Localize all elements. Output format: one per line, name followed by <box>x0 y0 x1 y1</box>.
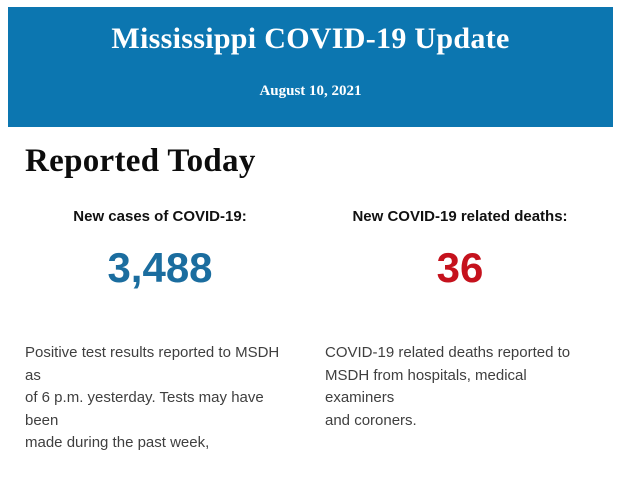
deaths-column: New COVID-19 related deaths: 36 COVID-19… <box>325 209 595 455</box>
new-cases-column: New cases of COVID-19: 3,488 Positive te… <box>25 209 295 455</box>
section-title: Reported Today <box>25 143 256 179</box>
newsletter-date: August 10, 2021 <box>259 83 362 99</box>
new-cases-label: New cases of COVID-19: <box>73 208 247 225</box>
header-banner: Mississippi COVID-19 Update August 10, 2… <box>8 7 613 127</box>
deaths-label: New COVID-19 related deaths: <box>352 208 568 225</box>
newsletter-page: Mississippi COVID-19 Update August 10, 2… <box>0 7 620 490</box>
stats-columns: New cases of COVID-19: 3,488 Positive te… <box>0 209 620 455</box>
deaths-value: 36 <box>436 244 484 291</box>
newsletter-title: Mississippi COVID-19 Update <box>111 22 510 55</box>
new-cases-value: 3,488 <box>107 244 213 291</box>
deaths-description: COVID-19 related deaths reported to MSDH… <box>325 344 571 429</box>
newsletter-body: Reported Today New cases of COVID-19: 3,… <box>0 143 620 455</box>
new-cases-description: Positive test results reported to MSDH a… <box>25 344 280 451</box>
